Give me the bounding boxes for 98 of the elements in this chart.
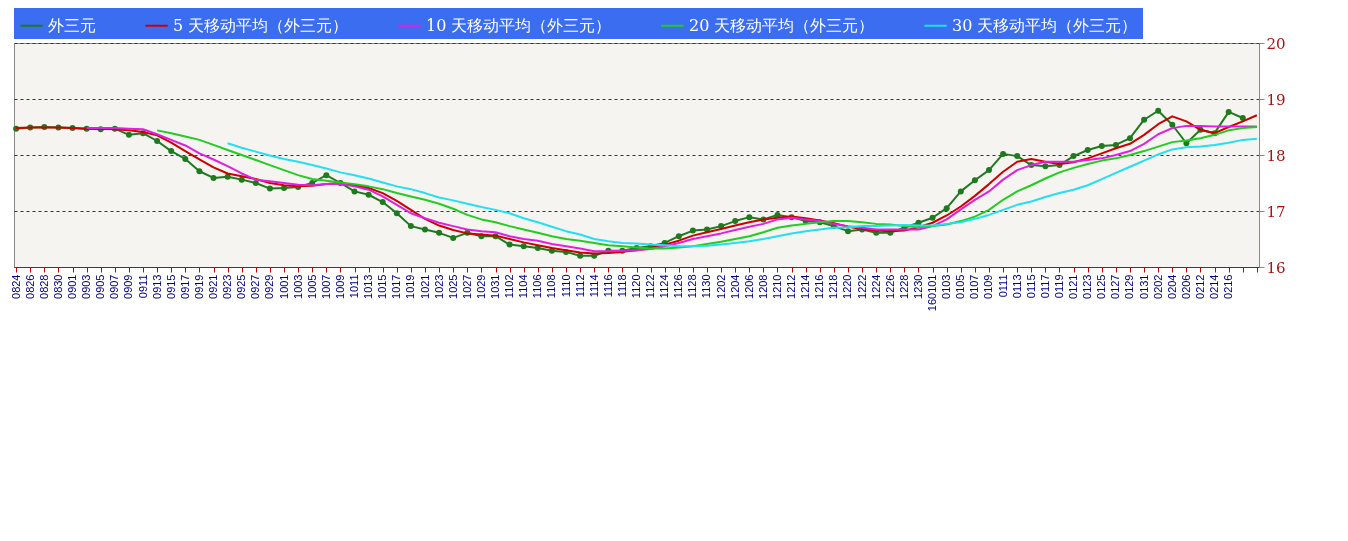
x-tick-label: 0905 [94,274,107,299]
x-tick-label: 0824 [9,274,22,299]
x-tick-label: 0923 [221,274,234,299]
x-tick-label: 0113 [1010,274,1023,299]
x-tick-label: 1027 [460,274,473,299]
x-tick-label: 0917 [178,274,191,299]
x-tick-label: 1001 [277,274,290,299]
x-tick-label: 1025 [446,274,459,299]
x-tick-label: 1003 [291,274,304,299]
x-tick-label: 1102 [503,274,516,299]
y2-tick-label: 17 [1266,202,1286,221]
x-tick-label: 1218 [827,274,840,299]
x-tick-label: 1031 [489,274,501,299]
x-tick-label: 1104 [517,274,530,299]
x-tick-label: 0115 [1024,274,1037,299]
x-tick-label: 1216 [813,274,826,299]
x-tick-label: 0909 [122,274,135,299]
x-tick-label: 0901 [66,274,79,299]
x-tick-label: 1118 [615,274,628,298]
x-tick-label: 0929 [263,274,276,299]
x-tick-label: 0907 [108,274,121,299]
x-tick-label: 0828 [37,274,50,299]
x-tick-label: 0911 [136,274,149,299]
x-tick-label: 1222 [855,274,868,299]
x-tick-label: 1208 [756,274,769,299]
x-tick-label: 1106 [531,274,544,299]
x-tick-label: 0117 [1038,274,1051,299]
x-tick-label: 0204 [1165,274,1178,299]
x-tick-label: 0202 [1151,274,1164,299]
x-tick-label: 0214 [1208,274,1221,299]
x-tick-label: 1110 [559,274,572,298]
x-tick-label: 0925 [235,274,248,299]
legend-label: 20 天移动平均（外三元） [689,15,875,35]
x-tick-label: 1206 [742,274,755,299]
x-tick-label: 1023 [432,274,445,299]
legend-label: 外三元 [48,15,96,35]
x-tick-label: 0123 [1081,274,1094,299]
x-tick-label: 0913 [150,274,163,299]
y2-tick-label: 18 [1266,146,1286,165]
x-tick-label: 0121 [1067,274,1080,299]
y2-tick-label: 19 [1266,90,1286,109]
x-tick-label: 0915 [164,274,177,299]
x-tick-label: 1007 [319,274,332,299]
x-tick-label: 0830 [51,274,64,299]
x-tick-label: 1019 [404,274,417,299]
x-tick-label: 1114 [587,274,600,298]
x-tick-label: 0919 [192,274,205,299]
x-tick-label: 0129 [1123,274,1136,299]
y2-tick-label: 16 [1266,258,1286,277]
y2-tick-label: 20 [1266,34,1286,53]
legend-label: 5 天移动平均（外三元） [173,15,349,35]
x-tick-label: 0131 [1137,274,1150,299]
x-tick-label: 1130 [700,274,713,299]
x-tick-label: 1005 [305,274,318,299]
x-tick-label: 1015 [376,274,389,299]
x-tick-label: 0903 [80,274,93,299]
legend-label: 10 天移动平均（外三元） [426,15,612,35]
x-tick-label: 1210 [771,274,783,299]
x-tick-label: 0216 [1222,274,1235,299]
x-tick-label: 1108 [545,274,558,299]
x-tick-label: 0107 [968,274,981,299]
x-tick-label: 1226 [883,274,896,299]
x-tick-label: 1228 [897,274,910,299]
x-tick-label: 1126 [672,274,685,299]
x-tick-label: 0125 [1095,274,1108,299]
x-tick-label: 1021 [418,274,431,299]
x-tick-label: 1204 [728,274,741,299]
x-tick-label: 0119 [1052,274,1065,299]
x-tick-label: 1202 [714,274,727,299]
x-tick-label: 1124 [658,274,671,299]
x-tick-label: 0921 [207,274,220,299]
x-tick-label: 0109 [982,274,995,299]
x-tick-label: 1220 [841,274,854,299]
x-tick-label: 0103 [940,274,953,299]
x-tick-label: 1009 [333,274,346,299]
x-tick-label: 1224 [869,274,882,299]
x-tick-label: 0927 [249,274,262,299]
x-tick-label: 0206 [1179,274,1192,299]
x-tick-label: 1122 [644,274,657,299]
x-tick-label: 0826 [23,274,36,299]
x-tick-label: 0105 [954,274,967,299]
x-tick-label: 0127 [1109,274,1122,299]
x-tick-label: 1112 [573,274,586,298]
line-series [226,137,1258,248]
x-tick-label: 1013 [362,274,375,299]
x-tick-label: 1120 [630,274,642,299]
x-tick-label: 1017 [390,274,403,299]
x-tick-label: 1011 [348,274,361,299]
x-tick-label: 160101 [926,274,939,312]
x-tick-label: 1214 [799,274,812,299]
x-tick-label: 1230 [911,274,924,299]
x-tick-label: 1116 [601,274,614,298]
x-tick-label: 1128 [686,274,699,299]
x-tick-label: 0111 [996,274,1009,298]
x-tick-label: 1029 [474,274,487,299]
legend-label: 30 天移动平均（外三元） [952,15,1138,35]
x-tick-label: 0212 [1193,274,1206,299]
x-tick-label: 1212 [785,274,798,299]
